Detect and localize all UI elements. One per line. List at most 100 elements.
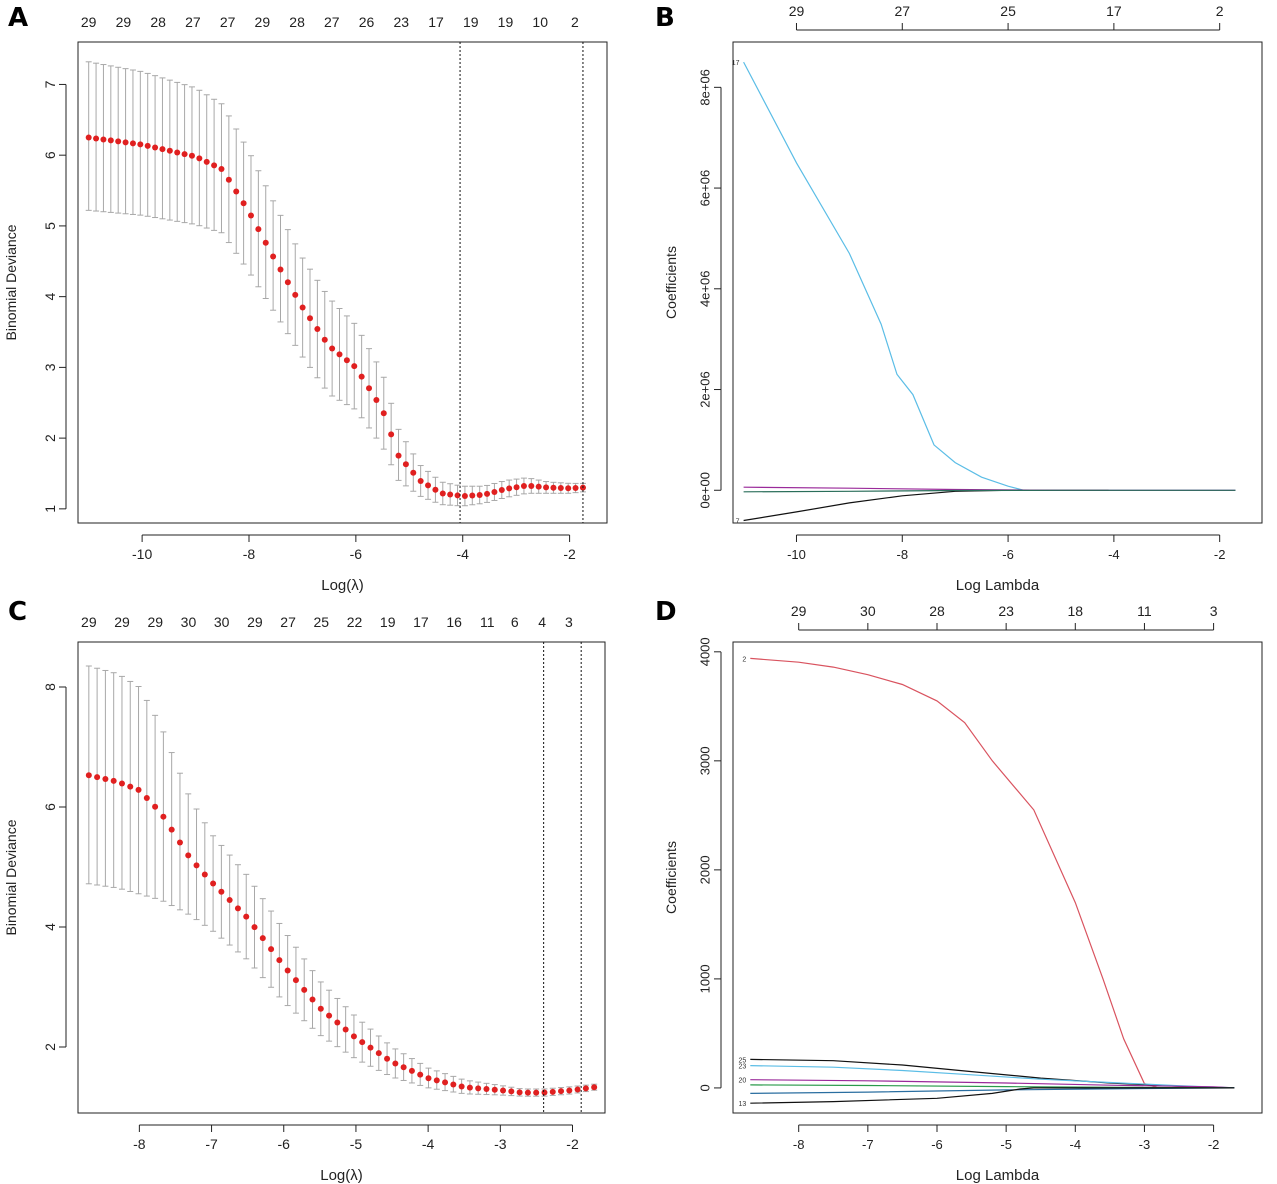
data-point [262,239,269,246]
data-point [100,136,107,143]
data-point [251,924,258,931]
top-tick-label: 27 [220,14,236,30]
coefficient-path [750,1087,1235,1104]
x-tick-label: -4 [457,546,470,562]
top-tick-label: 30 [860,603,876,619]
top-tick-label: 17 [413,614,429,630]
coefficient-path [743,489,1236,493]
data-point [572,485,579,492]
y-tick-label: 8e+06 [698,69,713,106]
y-axis-title: Coefficients [663,246,679,319]
y-tick-label: 4 [42,923,58,931]
top-tick-label: 18 [1068,603,1084,619]
top-tick-label: 23 [998,603,1014,619]
x-axis-title: Log(λ) [321,577,364,594]
path-index-label: 17 [732,60,740,67]
data-point [417,1071,424,1078]
plot-frame [732,41,1263,524]
data-point [115,138,122,145]
data-point [541,1089,548,1096]
data-point [582,1085,589,1092]
data-point [533,1089,540,1096]
data-point [210,880,217,887]
y-tick-label: 4000 [698,637,713,666]
top-tick-label: 27 [185,14,201,30]
path-index-label: 25 [738,1057,746,1064]
top-tick-label: 23 [393,14,409,30]
coefficient-path [743,61,1236,491]
x-axis-title: Log Lambda [956,577,1040,594]
data-point [270,253,277,260]
top-tick-label: 10 [532,14,548,30]
data-point [461,492,468,499]
data-point [417,477,424,484]
data-point [234,905,241,912]
data-point [484,490,491,497]
plot-frame [77,641,606,1114]
data-point [188,152,195,159]
data-point [218,888,225,895]
data-point [425,482,432,489]
data-point [168,826,175,833]
top-tick-label: 29 [81,14,97,30]
data-point [127,783,134,790]
x-tick-label: -10 [787,547,806,562]
y-tick-label: 2e+06 [698,371,713,408]
data-point [122,139,129,146]
data-point [410,469,417,476]
y-axis-title: Binomial Deviance [3,224,19,340]
data-point [508,1088,515,1095]
top-tick-label: 25 [1000,3,1016,19]
x-tick-label: -6 [350,546,363,562]
y-tick-label: 4 [42,293,58,301]
data-point [574,1086,581,1093]
y-tick-label: 3 [42,363,58,371]
x-tick-label: -8 [793,1137,805,1152]
top-tick-label: 19 [498,14,514,30]
data-point [549,1088,556,1095]
data-point [292,977,299,984]
top-tick-label: 11 [480,614,495,630]
data-point [491,1086,498,1093]
x-tick-label: -8 [243,546,256,562]
data-point [225,176,232,183]
top-tick-label: 29 [81,614,97,630]
data-point [247,212,254,219]
data-point [432,486,439,493]
data-point [240,200,247,207]
data-point [566,1087,573,1094]
top-tick-label: 16 [446,614,462,630]
x-axis-title: Log(λ) [320,1167,363,1184]
top-tick-label: 3 [565,614,573,630]
data-point [535,483,542,490]
top-tick-label: 29 [114,614,130,630]
x-tick-label: -4 [422,1136,435,1152]
data-point [193,862,200,869]
data-point [500,1087,507,1094]
data-point [506,485,513,492]
data-point [143,795,150,802]
path-index-label: 23 [738,1064,746,1071]
data-point [550,484,557,491]
path-index-label: 7 [736,518,740,525]
data-point [373,397,380,404]
x-tick-label: -6 [931,1137,943,1152]
data-point [483,1086,490,1093]
x-tick-label: -4 [1108,547,1120,562]
data-point [558,1088,565,1095]
data-point [277,266,284,273]
data-point [314,326,321,333]
top-tick-label: 28 [150,14,166,30]
data-point [528,482,535,489]
x-tick-label: -3 [494,1136,507,1152]
top-tick-label: 27 [324,14,340,30]
data-point [516,1089,523,1096]
data-point [174,149,181,156]
panel-label-d: D [655,597,677,627]
data-point [351,363,358,370]
data-point [218,165,225,172]
x-tick-label: -5 [1000,1137,1012,1152]
